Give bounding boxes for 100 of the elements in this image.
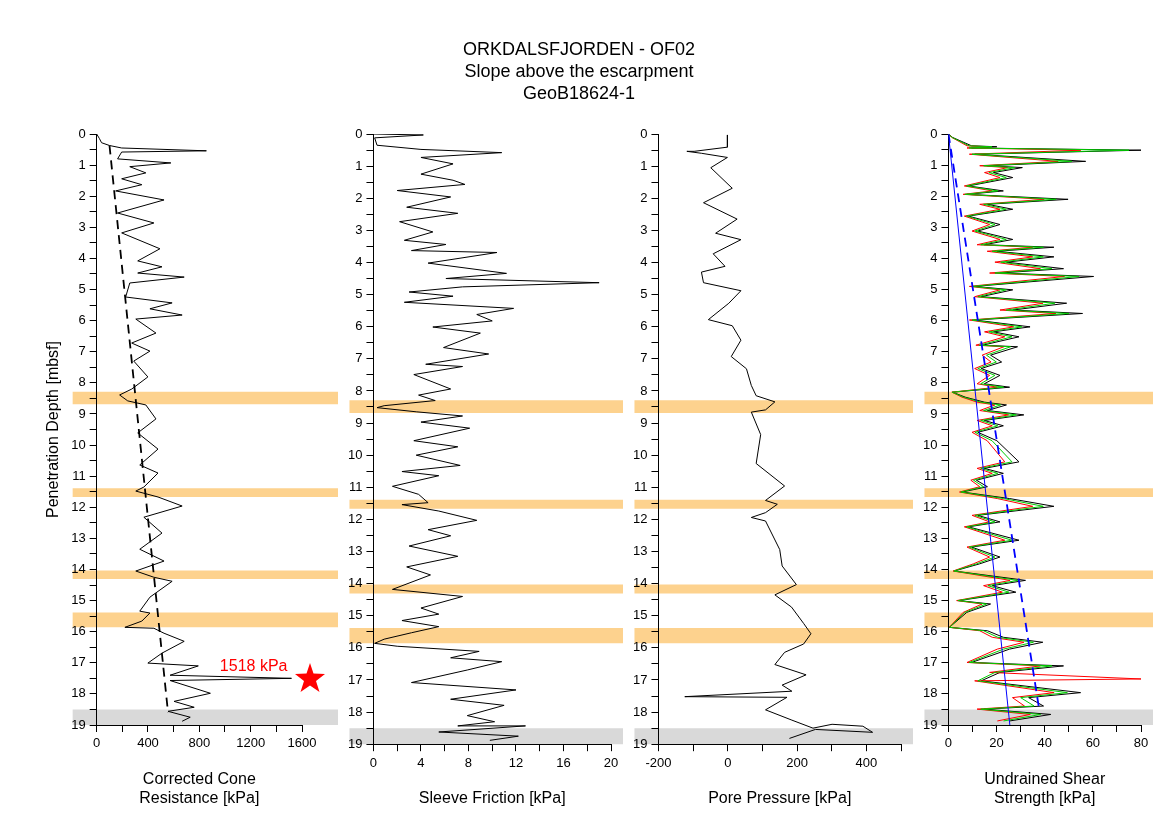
y-tick-label: 7 xyxy=(640,350,648,366)
y-tick-label: 12 xyxy=(71,498,86,514)
y-tick-label: 1 xyxy=(640,157,648,173)
y-tick-label: 0 xyxy=(78,125,86,141)
y-tick-label: 3 xyxy=(640,221,648,237)
y-tick-label: 13 xyxy=(922,529,938,545)
y-tick-label: 11 xyxy=(923,467,938,483)
x-tick-label: 12 xyxy=(508,754,524,770)
y-tick-label: 16 xyxy=(71,623,86,639)
y-tick-label: 12 xyxy=(922,498,938,514)
y-tick-label: 13 xyxy=(632,543,648,559)
x-tick-label: 0 xyxy=(724,754,732,770)
y-tick-label: 10 xyxy=(922,436,938,452)
y-tick-label: 0 xyxy=(640,125,648,141)
y-tick-label: 4 xyxy=(640,254,648,270)
y-tick-label: 19 xyxy=(347,735,363,751)
y-tick-label: 16 xyxy=(632,639,648,655)
y-tick-label: 19 xyxy=(632,735,648,751)
y-tick-label: 3 xyxy=(930,218,938,234)
y-tick-label: 0 xyxy=(930,125,938,141)
y-tick-label: 6 xyxy=(930,312,938,328)
y-tick-label: 2 xyxy=(930,187,938,203)
y-tick-label: 5 xyxy=(78,281,86,297)
y-tick-label: 18 xyxy=(71,685,86,701)
y-tick-label: 1 xyxy=(78,156,86,172)
y-tick-label: 12 xyxy=(632,510,648,526)
y-tick-label: 10 xyxy=(347,446,363,462)
y-tick-label: 15 xyxy=(71,592,86,608)
y-tick-label: 7 xyxy=(355,350,363,366)
x-tick-label: 0 xyxy=(369,754,378,770)
y-tick-label: 5 xyxy=(930,281,938,297)
y-tick-label: 13 xyxy=(71,529,86,545)
y-tick-label: 4 xyxy=(78,250,86,265)
y-tick-label: 1 xyxy=(355,157,363,173)
y-tick-label: 9 xyxy=(78,405,86,421)
x-tick-label: 16 xyxy=(556,754,571,770)
y-tick-label: 15 xyxy=(347,607,363,623)
y-tick-label: 14 xyxy=(922,561,938,577)
y-tick-label: 11 xyxy=(348,478,363,494)
x-tick-label: 20 xyxy=(989,735,1004,751)
y-axis-title: Penetration Depth [mbsf] xyxy=(44,341,62,518)
y-tick-label: 3 xyxy=(78,218,86,234)
y-tick-label: 8 xyxy=(78,374,86,390)
y-tick-label: 19 xyxy=(922,716,938,732)
y-tick-label: 14 xyxy=(347,575,363,591)
y-tick-label: 3 xyxy=(355,221,363,237)
y-tick-label: 13 xyxy=(347,543,363,559)
text: GeoB18624-1 xyxy=(521,82,637,104)
text: ORKDALSFJORDEN - OF02 xyxy=(461,38,696,60)
y-tick-label: 1 xyxy=(930,156,938,172)
y-tick-label: 19 xyxy=(71,716,86,732)
y-tick-label: 4 xyxy=(355,254,363,270)
y-tick-label: 15 xyxy=(922,592,938,608)
x-tick-label: 800 xyxy=(188,735,211,751)
x-tick-label: 60 xyxy=(1085,735,1101,751)
x-tick-label: -200 xyxy=(645,754,672,770)
x-axis-title: Undrained Shear Strength [kPa] xyxy=(984,769,1106,806)
y-tick-label: 17 xyxy=(347,671,363,687)
y-tick-label: 5 xyxy=(355,286,363,302)
x-axis-title: Corrected Cone Resistance [kPa] xyxy=(139,769,260,806)
y-tick-label: 11 xyxy=(72,467,86,483)
y-tick-label: 9 xyxy=(355,414,363,430)
x-tick-label: 4 xyxy=(417,754,425,770)
x-tick-label: 400 xyxy=(137,735,159,751)
y-tick-label: 16 xyxy=(922,623,938,639)
y-tick-label: 11 xyxy=(633,478,648,494)
x-axis-title: Sleeve Friction [kPa] xyxy=(418,788,566,806)
y-tick-label: 6 xyxy=(640,318,648,334)
x-axis-title: Pore Pressure [kPa] xyxy=(708,788,852,806)
x-tick-label: 80 xyxy=(1133,735,1149,751)
x-tick-label: 1200 xyxy=(236,735,266,751)
y-tick-label: 2 xyxy=(640,189,648,205)
y-tick-label: 8 xyxy=(355,382,363,398)
text: Slope above the escarpment xyxy=(463,60,695,82)
x-tick-label: 40 xyxy=(1037,735,1052,751)
x-tick-label: 1600 xyxy=(287,735,317,751)
y-tick-label: 14 xyxy=(632,575,648,591)
y-tick-label: 6 xyxy=(355,318,363,334)
y-tick-label: 2 xyxy=(355,189,363,205)
y-tick-label: 7 xyxy=(78,343,86,359)
x-tick-label: 0 xyxy=(93,735,101,751)
y-tick-label: 6 xyxy=(78,312,86,328)
y-tick-label: 12 xyxy=(347,510,363,526)
y-tick-label: 4 xyxy=(930,250,938,265)
y-tick-label: 8 xyxy=(930,374,938,390)
x-tick-label: 400 xyxy=(855,754,878,770)
y-tick-label: 18 xyxy=(922,685,938,701)
y-tick-label: 17 xyxy=(922,654,938,670)
y-tick-label: 14 xyxy=(71,561,86,577)
y-tick-label: 9 xyxy=(640,414,648,430)
y-tick-label: 16 xyxy=(347,639,363,655)
y-tick-label: 7 xyxy=(930,343,938,359)
y-tick-label: 18 xyxy=(347,703,363,719)
y-tick-label: 10 xyxy=(632,446,648,462)
y-tick-label: 9 xyxy=(930,405,938,421)
x-tick-label: 8 xyxy=(464,754,473,770)
y-tick-label: 2 xyxy=(78,187,86,203)
y-tick-label: 10 xyxy=(71,436,86,452)
y-tick-label: 5 xyxy=(640,286,648,302)
x-tick-label: 0 xyxy=(944,735,953,751)
